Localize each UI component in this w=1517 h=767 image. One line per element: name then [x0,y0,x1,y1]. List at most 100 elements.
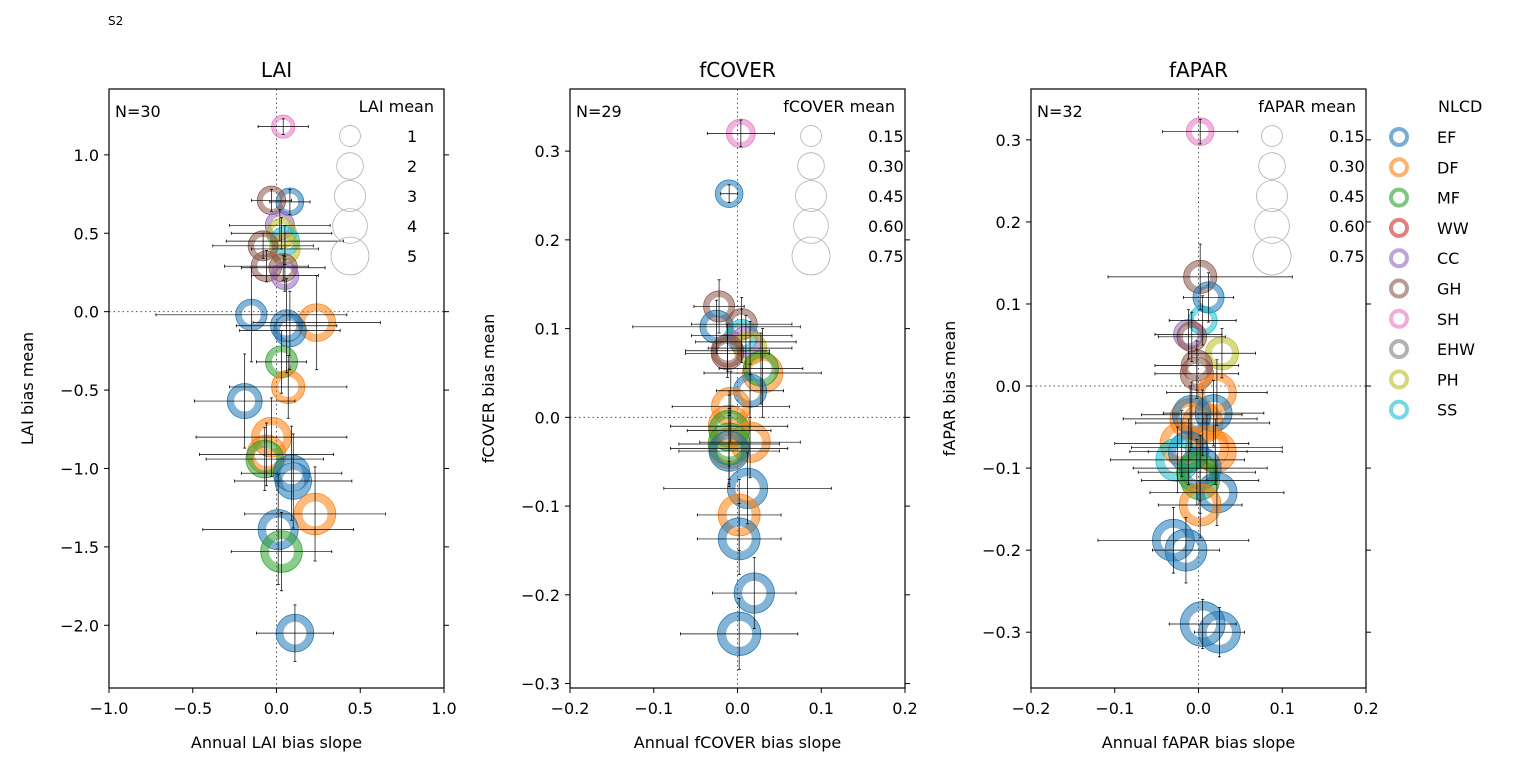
figure-corner-label: S2 [108,14,124,28]
x-tick-label: 0.1 [809,699,834,718]
size-legend-marker [339,125,361,147]
size-legend-title: LAI mean [359,97,434,116]
size-legend: fCOVER mean 0.15 0.30 0.45 0.60 0.75 [783,97,904,276]
y-tick-label: 0.2 [996,213,1021,232]
y-tick-label: −1.0 [60,459,99,478]
nlcd-legend: NLCD EF DF MF WW CC GH SH EHW PH SS [1389,97,1482,420]
x-tick-label: −0.1 [1095,699,1134,718]
size-legend-marker [1252,236,1292,276]
nlcd-legend-marker [1389,157,1409,178]
size-legend-label: 1 [407,127,417,146]
x-tick-label: −0.2 [551,699,590,718]
size-legend-marker [330,236,370,276]
nlcd-legend-label: PH [1437,370,1459,389]
panel-title: fAPAR [1169,58,1228,82]
y-tick-label: 0.3 [996,131,1021,150]
y-tick-label: −0.2 [982,541,1021,560]
size-legend-marker [1256,180,1288,212]
nlcd-legend-label: DF [1437,158,1459,177]
x-tick-label: 0.2 [1353,699,1378,718]
scatter-marker-edge [714,179,744,208]
size-legend-marker [1254,208,1290,244]
size-legend-label: 0.75 [868,247,904,266]
nlcd-legend-title: NLCD [1438,97,1482,116]
y-axis-label: LAI bias mean [18,332,37,445]
nlcd-legend-marker [1389,369,1409,390]
panel-2: −0.2 −0.1 0.0 0.1 0.2 −0.3 −0.2 −0.1 0.0 0.1 0.2 0.… [940,58,1379,752]
y-tick-label: −2.0 [60,616,99,635]
panel-1: −0.2 −0.1 0.0 0.1 0.2 −0.3 −0.2 −0.1 0.0 0.1 0.2 0.… [479,58,918,752]
x-tick-label: −0.5 [173,699,212,718]
nlcd-legend-marker [1389,217,1409,238]
y-axis-label: fCOVER bias mean [479,314,498,464]
nlcd-legend-marker [1389,127,1409,147]
nlcd-legend-label: SS [1437,401,1457,420]
n-count-label: N=32 [1037,102,1083,121]
size-legend-title: fAPAR mean [1258,97,1356,116]
data-points [632,118,832,670]
panel-title: fCOVER [699,58,776,82]
n-count-label: N=29 [576,102,622,121]
size-legend-marker [334,180,366,212]
size-legend-label: 5 [407,247,417,266]
nlcd-legend-marker [1389,339,1409,360]
size-legend-marker [332,208,368,244]
size-legend-marker [800,125,822,147]
x-axis-label: Annual fAPAR bias slope [1102,733,1295,752]
size-legend-label: 4 [407,217,417,236]
size-legend-marker [793,208,829,244]
x-tick-label: 0.0 [264,699,289,718]
x-tick-label: −0.1 [634,699,673,718]
size-legend-title: fCOVER mean [783,97,895,116]
size-legend-label: 0.60 [1329,217,1365,236]
x-tick-label: 0.0 [1186,699,1211,718]
y-tick-label: 0.0 [535,408,560,427]
y-tick-label: 0.1 [535,320,560,339]
panel-0: −1.0 −0.5 0.0 0.5 1.0 −2.0 −1.5 −1.0 −0.5 0.0 0.5 1… [18,58,457,752]
y-tick-label: 0.1 [996,295,1021,314]
y-tick-label: 1.0 [74,146,99,165]
x-tick-label: −0.2 [1012,699,1051,718]
x-tick-label: 1.0 [431,699,456,718]
size-legend-marker [795,180,827,212]
nlcd-legend-label: MF [1437,189,1460,208]
n-count-label: N=30 [115,102,161,121]
size-legend-marker [336,152,364,180]
size-legend-marker [1261,125,1283,147]
y-tick-label: −0.1 [521,497,560,516]
nlcd-legend-marker [1389,308,1409,329]
x-axis-label: Annual LAI bias slope [191,733,362,752]
scatter-marker [715,179,743,208]
nlcd-legend-marker [1389,187,1409,208]
y-tick-label: −0.1 [982,459,1021,478]
size-legend-label: 0.15 [868,127,904,146]
y-axis-label: fAPAR bias mean [940,321,959,457]
nlcd-legend-label: EF [1437,128,1456,147]
data-points [155,114,386,662]
x-tick-label: 0.0 [725,699,750,718]
nlcd-legend-label: GH [1437,280,1461,299]
size-legend: fAPAR mean 0.15 0.30 0.45 0.60 0.75 [1252,97,1365,276]
x-tick-label: 0.2 [892,699,917,718]
size-legend-label: 2 [407,157,417,176]
y-tick-label: 0.2 [535,231,560,250]
y-tick-label: −1.5 [60,538,99,557]
y-tick-label: 0.5 [74,224,99,243]
size-legend-marker [1258,152,1286,180]
y-tick-label: 0.0 [74,303,99,322]
nlcd-legend-label: SH [1437,310,1459,329]
size-legend-marker [791,236,831,276]
size-legend-label: 0.30 [868,157,904,176]
data-points [1097,117,1293,658]
size-legend-label: 0.15 [1329,127,1365,146]
x-tick-label: 0.5 [348,699,373,718]
nlcd-legend-label: CC [1437,249,1459,268]
x-axis-label: Annual fCOVER bias slope [634,733,841,752]
nlcd-legend-label: EHW [1437,340,1475,359]
x-tick-label: 0.1 [1270,699,1295,718]
x-tick-label: −1.0 [90,699,129,718]
y-tick-label: −0.2 [521,586,560,605]
size-legend-label: 0.60 [868,217,904,236]
y-tick-label: 0.0 [996,377,1021,396]
